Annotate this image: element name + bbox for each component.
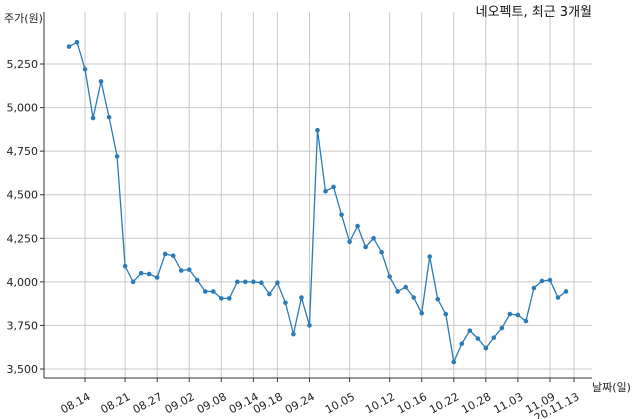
data-point bbox=[315, 127, 320, 133]
data-point bbox=[122, 263, 128, 269]
x-tick-label: 08.14 bbox=[59, 390, 93, 416]
y-tick-label: 4,500 bbox=[7, 189, 39, 202]
x-tick-label: 09.24 bbox=[283, 390, 317, 416]
x-tick-label: 09.02 bbox=[163, 390, 197, 416]
data-point bbox=[154, 275, 160, 280]
data-point bbox=[299, 295, 304, 300]
x-tick-label: 10.05 bbox=[323, 390, 357, 416]
data-point bbox=[178, 268, 184, 273]
data-point bbox=[347, 239, 352, 245]
data-point bbox=[419, 310, 425, 316]
data-point bbox=[427, 254, 433, 259]
x-tick-label: 10.22 bbox=[427, 390, 461, 416]
y-tick-label: 3,500 bbox=[7, 363, 39, 376]
data-point bbox=[459, 341, 465, 347]
y-tick-label: 4,750 bbox=[7, 145, 39, 158]
data-point bbox=[243, 279, 248, 285]
x-tick-label: 09.08 bbox=[195, 390, 229, 416]
chart-title: 네오펙트, 최근 3개월 bbox=[476, 5, 592, 20]
series-line bbox=[68, 41, 567, 365]
x-tick-label: 08.21 bbox=[99, 390, 133, 416]
y-axis-label: 주가(원) bbox=[4, 12, 43, 25]
data-point bbox=[451, 359, 457, 365]
data-point bbox=[251, 279, 256, 285]
data-point bbox=[138, 270, 144, 276]
data-point bbox=[483, 345, 489, 351]
data-point bbox=[66, 44, 72, 49]
y-tick-label: 3,750 bbox=[7, 319, 39, 332]
data-point bbox=[210, 289, 216, 294]
series bbox=[66, 39, 569, 365]
y-tick-label: 4,000 bbox=[7, 276, 39, 289]
data-point bbox=[275, 280, 280, 286]
data-point bbox=[531, 285, 537, 291]
data-point bbox=[507, 311, 513, 317]
data-point bbox=[82, 66, 88, 72]
data-point bbox=[146, 271, 152, 277]
x-tick-label: 11.03 bbox=[491, 390, 525, 416]
data-point bbox=[90, 115, 96, 121]
x-tick-label: 10.12 bbox=[363, 390, 397, 416]
y-tick-label: 5,250 bbox=[7, 58, 39, 71]
data-point bbox=[403, 284, 408, 290]
data-point bbox=[475, 336, 481, 341]
y-tick-label: 5,000 bbox=[7, 102, 39, 115]
grid bbox=[44, 12, 592, 378]
data-point bbox=[283, 300, 288, 306]
data-point bbox=[355, 223, 360, 229]
data-point bbox=[467, 328, 473, 333]
data-point bbox=[379, 249, 384, 255]
data-point bbox=[235, 279, 240, 285]
data-point bbox=[194, 277, 200, 283]
data-point bbox=[291, 331, 296, 337]
x-axis-label: 날짜(일) bbox=[592, 380, 631, 394]
data-point bbox=[227, 296, 232, 301]
data-point bbox=[515, 312, 521, 318]
data-point bbox=[491, 335, 497, 340]
data-point bbox=[555, 295, 561, 300]
data-point bbox=[443, 311, 449, 317]
data-point bbox=[170, 253, 176, 259]
data-point bbox=[339, 212, 344, 218]
x-tick-label: 08.27 bbox=[131, 390, 165, 416]
data-point bbox=[106, 114, 112, 120]
x-tick-label: 10.16 bbox=[395, 390, 429, 416]
data-point bbox=[563, 289, 569, 294]
data-point bbox=[547, 277, 553, 283]
y-tick-label: 4,250 bbox=[7, 232, 39, 245]
data-point bbox=[74, 39, 80, 45]
data-point bbox=[523, 318, 529, 324]
data-point bbox=[219, 296, 224, 301]
data-point bbox=[267, 291, 272, 297]
data-point bbox=[395, 289, 400, 294]
data-point bbox=[98, 79, 104, 84]
data-point bbox=[411, 295, 416, 300]
data-point bbox=[331, 184, 336, 190]
data-point bbox=[387, 274, 392, 279]
data-point bbox=[162, 251, 168, 257]
data-point bbox=[307, 323, 312, 328]
data-point bbox=[539, 278, 545, 284]
data-point bbox=[323, 188, 328, 194]
x-tick-label: 10.28 bbox=[459, 390, 493, 416]
y-axis-ticks: 3,500 3,750 4,000 4,250 4,500 4,750 5,000 5,250 bbox=[7, 58, 44, 376]
data-point bbox=[435, 296, 441, 302]
x-axis-ticks: 08.14 08.2108.2709.0209.0809.1409.1809.24… bbox=[59, 378, 581, 419]
data-point bbox=[363, 244, 368, 250]
data-point bbox=[186, 267, 192, 272]
data-point bbox=[371, 235, 376, 241]
data-point bbox=[499, 325, 505, 331]
data-point bbox=[114, 154, 120, 159]
data-point bbox=[130, 279, 136, 285]
data-point bbox=[202, 289, 208, 294]
data-point bbox=[259, 280, 264, 286]
